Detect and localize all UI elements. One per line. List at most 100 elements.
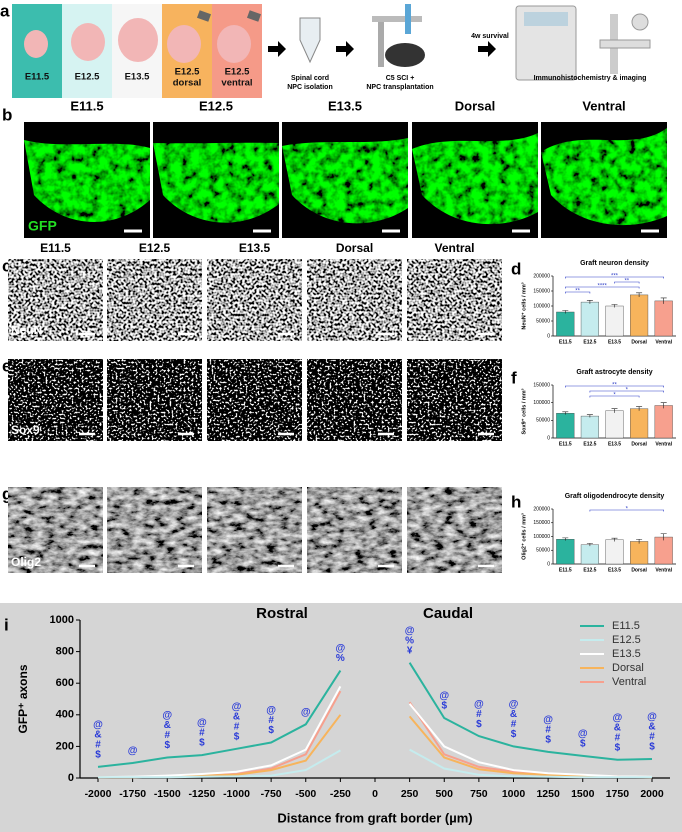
y-tick-label: 200000 <box>533 506 550 512</box>
column-header: Dorsal <box>336 241 373 255</box>
significance-symbol: $ <box>649 742 655 753</box>
significance-symbol: # <box>164 730 170 741</box>
x-tick-label: 0 <box>372 788 378 800</box>
error-bar <box>611 304 618 308</box>
legend-label: Dorsal <box>612 662 644 674</box>
stage-label: E11.5 <box>25 72 50 83</box>
bar <box>630 541 649 565</box>
y-tick-label: 50000 <box>536 418 550 424</box>
x-tick-label: 250 <box>401 788 419 800</box>
micrograph-signal <box>407 487 502 573</box>
step-label: NPC isolation <box>287 84 333 91</box>
panel-letter: i <box>4 615 9 634</box>
significance-symbol: @ <box>93 720 103 731</box>
bar <box>630 408 649 439</box>
stain-label: GFP <box>28 218 57 234</box>
micrograph-signal <box>207 359 302 441</box>
x-tick-label: -500 <box>295 788 316 800</box>
x-tick-label: 750 <box>470 788 488 800</box>
significance-bracket <box>565 276 664 279</box>
y-tick-label: 100000 <box>533 534 550 540</box>
micrograph-signal <box>307 359 402 441</box>
micrograph-signal <box>8 359 103 441</box>
x-tick-label: E12.5 <box>583 567 596 573</box>
step-label: Immunohistochemistry & imaging <box>534 75 647 82</box>
stain-label: NeuN <box>11 323 42 337</box>
series-line <box>97 662 653 768</box>
panel-letter: h <box>511 492 521 511</box>
y-tick-label: 150000 <box>533 382 550 388</box>
significance-symbol: & <box>164 720 171 731</box>
x-tick-label: 2000 <box>640 788 664 800</box>
error-bar <box>636 292 643 297</box>
significance-symbol: @ <box>543 715 553 726</box>
x-tick-label: Dorsal <box>631 441 647 447</box>
stage-label: E13.5 <box>125 72 151 83</box>
significance-bracket <box>614 281 640 284</box>
significance-symbol: $ <box>511 729 517 740</box>
region-label: Rostral <box>256 605 308 622</box>
error-bar <box>660 402 667 409</box>
y-tick-label: 0 <box>547 435 550 441</box>
workflow-icons <box>12 4 651 98</box>
column-header: Dorsal <box>455 98 495 113</box>
stain-label: Sox9 <box>11 423 40 437</box>
significance-bracket <box>565 291 591 294</box>
significance-label: **** <box>598 283 608 289</box>
stage-label: E12.5 <box>225 67 251 78</box>
significance-symbol: $ <box>164 740 170 751</box>
significance-symbol: @ <box>335 643 345 654</box>
gfp-signal <box>282 138 408 224</box>
legend-label: E12.5 <box>612 634 641 646</box>
micrograph-signal <box>407 359 502 441</box>
bar <box>580 301 599 337</box>
y-tick-label: 200000 <box>533 273 550 279</box>
x-axis-label: Distance from graft border (µm) <box>277 810 472 825</box>
error-bar <box>611 408 618 413</box>
significance-symbol: # <box>476 709 482 720</box>
error-bar <box>636 538 643 544</box>
x-tick-label: -1750 <box>119 788 146 800</box>
x-tick-label: Ventral <box>655 339 672 345</box>
significance-symbol: @ <box>578 729 588 740</box>
column-header: Ventral <box>582 98 625 113</box>
bar <box>605 305 624 337</box>
bar <box>556 311 575 337</box>
error-bar <box>562 310 569 314</box>
significance-symbol: $ <box>95 750 101 761</box>
error-bar <box>611 537 618 542</box>
stage-label: E12.5 <box>175 67 201 78</box>
x-tick-label: E12.5 <box>583 441 596 447</box>
y-tick-label: 50000 <box>536 318 550 324</box>
significance-symbol: % <box>405 635 414 646</box>
error-bar <box>586 300 593 304</box>
micrograph-signal <box>407 259 502 341</box>
gfp-signal <box>541 128 667 226</box>
significance-symbol: $ <box>268 725 274 736</box>
x-tick-label: Dorsal <box>631 567 647 573</box>
bar <box>605 539 624 565</box>
x-tick-label: -1000 <box>223 788 250 800</box>
error-bar <box>586 414 593 418</box>
x-tick-label: 1000 <box>502 788 526 800</box>
significance-symbol: @ <box>128 746 138 757</box>
bar <box>580 544 599 565</box>
panel-letter: b <box>2 105 12 124</box>
panel-i-background <box>0 603 682 832</box>
chart-title: Graft astrocyte density <box>576 369 652 376</box>
panel-letter: e <box>2 356 11 375</box>
significance-label: ** <box>575 288 580 294</box>
bar <box>630 294 649 337</box>
x-tick-label: E11.5 <box>559 339 572 345</box>
y-tick-label: 0 <box>547 561 550 567</box>
micrograph-signal <box>207 259 302 341</box>
significance-symbol: @ <box>197 718 207 729</box>
bar <box>556 539 575 565</box>
column-header: E13.5 <box>239 241 271 255</box>
y-tick-label: 1000 <box>50 614 74 626</box>
significance-symbol: $ <box>199 738 205 749</box>
micrograph-signal <box>107 359 202 441</box>
bar <box>654 405 673 439</box>
significance-symbol: @ <box>266 705 276 716</box>
